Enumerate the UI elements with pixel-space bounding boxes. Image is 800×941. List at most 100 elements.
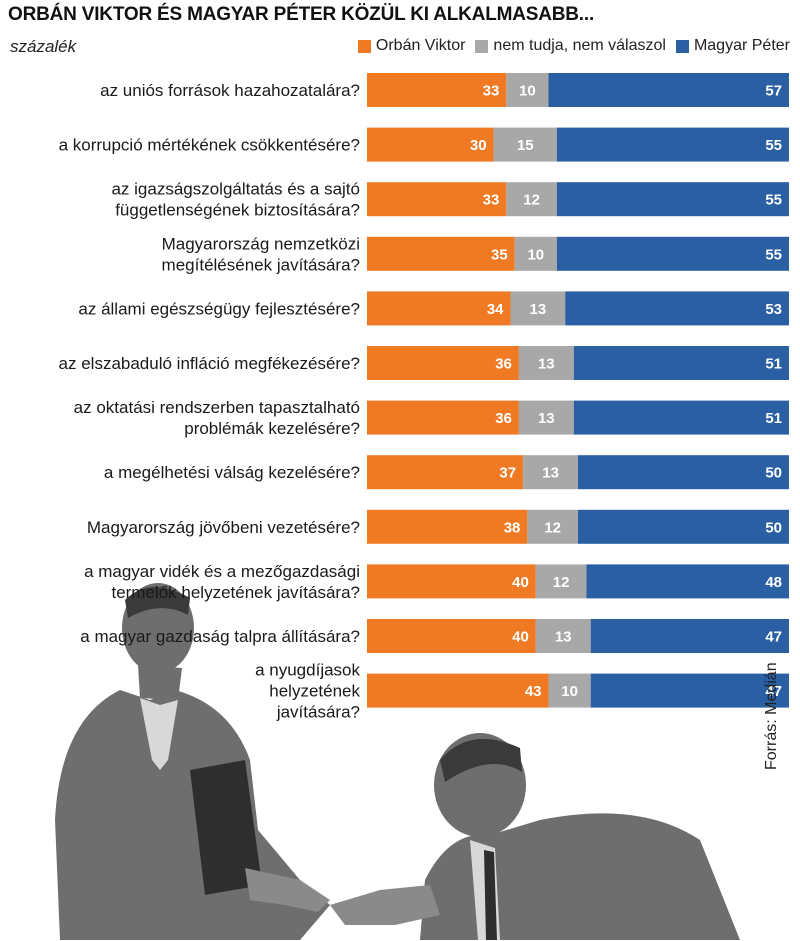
bar-segment-unknown — [523, 455, 578, 490]
bar-segment-unknown — [510, 291, 566, 326]
data-label-orban: 36 — [495, 410, 512, 427]
category-label-line: problémák kezelésére? — [184, 419, 360, 438]
category-label: Magyarország nemzetközi megítélésének jav… — [162, 234, 360, 274]
data-label-orban: 40 — [512, 629, 529, 646]
bar-segment-unknown — [514, 236, 557, 271]
bar-segment-orban — [367, 673, 549, 708]
category-label: az elszabaduló infláció megfékezésére? — [59, 354, 360, 373]
bar-segment-unknown — [527, 509, 578, 544]
bar-segment-orban — [367, 455, 524, 490]
legend-label-unknown: nem tudja, nem válaszol — [493, 37, 666, 54]
bar-segment-unknown — [506, 73, 549, 107]
bar-segment-orban — [367, 564, 536, 599]
data-label-orban: 30 — [470, 137, 487, 154]
bar-segment-orban — [367, 127, 494, 162]
data-label-unknown: 13 — [538, 410, 555, 427]
category-label-line: javítására? — [276, 703, 360, 722]
bar-segment-orban — [367, 400, 519, 435]
category-label-line: termelők helyzetének javítására? — [111, 583, 360, 602]
bar-segment-magyar — [586, 564, 789, 599]
data-label-unknown: 13 — [538, 356, 555, 373]
bar-segment-magyar — [573, 400, 789, 435]
category-label-line: az uniós források hazahozatalára? — [100, 81, 360, 100]
category-label-line: a megélhetési válság kezelésére? — [104, 463, 360, 482]
category-label-line: a korrupció mértékének csökkentésére? — [59, 136, 360, 155]
bar-segment-unknown — [493, 127, 557, 162]
bar-segment-magyar — [565, 291, 789, 326]
category-label-line: Magyarország nemzetközi — [162, 234, 360, 253]
legend-item-unknown: nem tudja, nem válaszol — [475, 37, 666, 55]
bar-segment-unknown — [548, 673, 591, 708]
data-label-magyar: 55 — [765, 137, 782, 154]
category-label: a magyar vidék és a mezőgazdasági termelő… — [84, 562, 360, 602]
data-label-orban: 33 — [483, 192, 500, 209]
unit-label: százalék — [10, 37, 77, 56]
legend-item-magyar: Magyar Péter — [675, 37, 790, 55]
chart-title: ORBÁN VIKTOR ÉS MAGYAR PÉTER KÖZÜL KI AL… — [8, 4, 595, 25]
category-label-line: megítélésének javítására? — [162, 255, 360, 274]
data-label-magyar: 51 — [765, 410, 782, 427]
data-label-magyar: 51 — [765, 356, 782, 373]
data-label-orban: 33 — [483, 83, 500, 100]
bar-segment-orban — [367, 73, 507, 107]
data-label-orban: 36 — [495, 356, 512, 373]
category-label: az állami egészségügy fejlesztésére? — [78, 299, 360, 318]
data-label-unknown: 13 — [530, 301, 547, 318]
data-label-magyar: 57 — [765, 83, 782, 100]
legend-label-magyar: Magyar Péter — [693, 37, 790, 54]
data-label-unknown: 15 — [517, 137, 534, 154]
category-label: a magyar gazdaság talpra állítására? — [80, 627, 360, 646]
category-label: az uniós források hazahozatalára? — [100, 81, 360, 100]
data-label-magyar: 47 — [765, 629, 782, 646]
data-label-orban: 37 — [499, 465, 516, 482]
category-label-line: helyzetének — [269, 682, 360, 701]
bar-segment-unknown — [518, 400, 574, 435]
bar-segment-unknown — [535, 564, 587, 599]
category-label: a nyugdíjasok helyzetének javítására? — [255, 661, 360, 722]
category-label: az igazságszolgáltatás és a sajtó függetl… — [111, 180, 360, 220]
bar-segment-orban — [367, 291, 511, 326]
data-label-unknown: 12 — [553, 574, 570, 591]
bars: 33 10 57 30 15 55 33 12 55 35 10 55 34 13 53 36 13 51 36 13… — [367, 73, 789, 708]
data-label-unknown: 12 — [523, 192, 540, 209]
legend-label-orban: Orbán Viktor — [375, 37, 466, 54]
legend-swatch-magyar — [675, 39, 689, 53]
data-label-magyar: 50 — [765, 465, 782, 482]
category-label-line: a magyar gazdaság talpra állítására? — [80, 627, 360, 646]
bar-segment-magyar — [556, 182, 789, 217]
right-figure-silhouette — [330, 733, 740, 940]
category-label: a megélhetési válság kezelésére? — [104, 463, 360, 482]
category-label-line: a nyugdíjasok — [255, 661, 360, 680]
source-note: Forrás: Medián — [763, 662, 780, 770]
data-label-unknown: 10 — [519, 83, 536, 100]
category-label: a korrupció mértékének csökkentésére? — [59, 136, 360, 155]
bar-segment-orban — [367, 509, 528, 544]
data-label-magyar: 47 — [765, 683, 782, 700]
data-label-unknown: 13 — [542, 465, 559, 482]
data-label-orban: 34 — [487, 301, 504, 318]
category-label-line: Magyarország jövőbeni vezetésére? — [87, 518, 360, 537]
bar-segment-magyar — [590, 619, 789, 653]
bar-segment-magyar — [548, 73, 789, 107]
data-label-magyar: 48 — [765, 574, 782, 591]
left-figure-silhouette — [55, 583, 330, 940]
data-label-unknown: 10 — [527, 246, 544, 263]
category-label-line: a magyar vidék és a mezőgazdasági — [84, 562, 360, 581]
data-label-magyar: 53 — [765, 301, 782, 318]
category-label-line: az igazságszolgáltatás és a sajtó — [111, 180, 360, 199]
category-label-line: az állami egészségügy fejlesztésére? — [78, 299, 360, 318]
data-label-magyar: 55 — [765, 192, 782, 209]
bar-segment-magyar — [556, 236, 789, 271]
bar-segment-orban — [367, 346, 519, 380]
category-labels: az uniós források hazahozatalára? a korru… — [59, 81, 361, 722]
bar-segment-magyar — [556, 127, 789, 162]
category-label-line: függetlenségének biztosítására? — [115, 201, 360, 220]
bar-segment-unknown — [535, 619, 591, 653]
category-label-line: az elszabaduló infláció megfékezésére? — [59, 354, 360, 373]
legend: Orbán Viktor nem tudja, nem válaszol Mag… — [348, 37, 790, 55]
category-label-line: az oktatási rendszerben tapasztalható — [74, 398, 360, 417]
legend-swatch-unknown — [475, 39, 489, 53]
category-label: az oktatási rendszerben tapasztalható pro… — [74, 398, 360, 438]
